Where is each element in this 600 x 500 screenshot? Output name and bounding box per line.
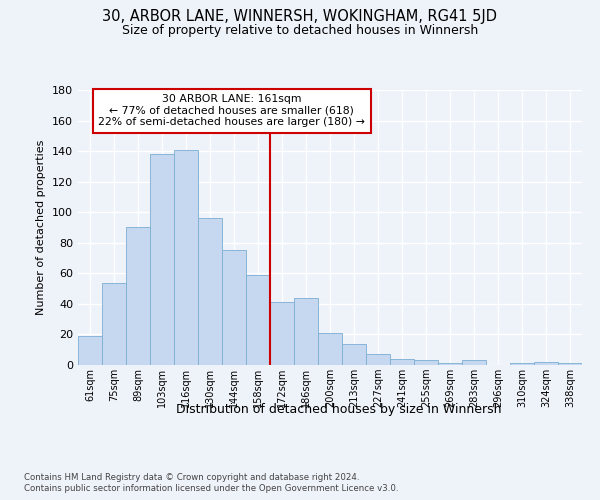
Text: 30 ARBOR LANE: 161sqm
← 77% of detached houses are smaller (618)
22% of semi-det: 30 ARBOR LANE: 161sqm ← 77% of detached …: [98, 94, 365, 128]
Bar: [270, 302, 294, 365]
Bar: [150, 154, 174, 365]
Bar: [102, 282, 126, 365]
Bar: [438, 364, 462, 365]
Bar: [534, 362, 558, 365]
Bar: [558, 364, 582, 365]
Bar: [342, 344, 366, 365]
Bar: [390, 359, 414, 365]
Text: 30, ARBOR LANE, WINNERSH, WOKINGHAM, RG41 5JD: 30, ARBOR LANE, WINNERSH, WOKINGHAM, RG4…: [103, 9, 497, 24]
Bar: [222, 250, 246, 365]
Bar: [246, 275, 270, 365]
Bar: [366, 354, 390, 365]
Y-axis label: Number of detached properties: Number of detached properties: [37, 140, 46, 315]
Bar: [510, 364, 534, 365]
Bar: [198, 218, 222, 365]
Bar: [126, 228, 150, 365]
Text: Contains public sector information licensed under the Open Government Licence v3: Contains public sector information licen…: [24, 484, 398, 493]
Bar: [414, 360, 438, 365]
Bar: [462, 360, 486, 365]
Text: Size of property relative to detached houses in Winnersh: Size of property relative to detached ho…: [122, 24, 478, 37]
Text: Distribution of detached houses by size in Winnersh: Distribution of detached houses by size …: [176, 402, 502, 415]
Bar: [294, 298, 318, 365]
Bar: [78, 336, 102, 365]
Bar: [174, 150, 198, 365]
Bar: [318, 333, 342, 365]
Text: Contains HM Land Registry data © Crown copyright and database right 2024.: Contains HM Land Registry data © Crown c…: [24, 472, 359, 482]
